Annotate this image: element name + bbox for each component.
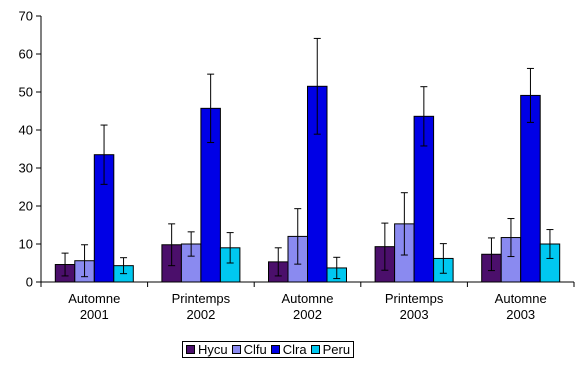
legend-item-clfu: Clfu (231, 342, 267, 357)
legend-label: Clra (282, 342, 307, 357)
x-tick-label: 2003 (506, 307, 535, 322)
y-tick-label: 10 (19, 237, 33, 252)
x-axis: Automne2001Printemps2002Automne2002Print… (40, 281, 575, 322)
legend-item-peru: Peru (310, 342, 351, 357)
x-tick-label: 2001 (80, 307, 109, 322)
legend-swatch (186, 345, 195, 354)
legend-label: Clfu (243, 342, 267, 357)
x-tick-label: 2003 (400, 307, 429, 322)
bar-clra (520, 94, 541, 283)
y-tick-label: 40 (19, 123, 33, 138)
y-tick-label: 70 (19, 9, 33, 24)
x-tick-label: Automne (281, 291, 333, 306)
x-tick-label: Automne (68, 291, 120, 306)
x-tick-label: 2002 (186, 307, 215, 322)
legend-label: Peru (322, 342, 351, 357)
x-tick-label: Printemps (385, 291, 444, 306)
error-bars (61, 37, 554, 280)
x-tick-label: Printemps (172, 291, 231, 306)
legend-item-hycu: Hycu (186, 342, 228, 357)
y-tick-label: 50 (19, 85, 33, 100)
legend-swatch (231, 345, 241, 354)
legend: Hycu Clfu Clra Peru (182, 341, 355, 358)
legend-swatch (270, 345, 280, 354)
y-tick-label: 20 (19, 199, 33, 214)
legend-swatch (310, 345, 320, 354)
x-tick-label: Automne (495, 291, 547, 306)
y-axis: 0 10 20 30 40 50 60 70 (19, 9, 42, 290)
y-tick-label: 0 (26, 275, 33, 290)
y-tick-label: 60 (19, 47, 33, 62)
x-tick-label: 2002 (293, 307, 322, 322)
legend-item-clra: Clra (270, 342, 307, 357)
bar-series (54, 85, 561, 283)
y-tick-label: 30 (19, 161, 33, 176)
legend-label: Hycu (198, 342, 228, 357)
